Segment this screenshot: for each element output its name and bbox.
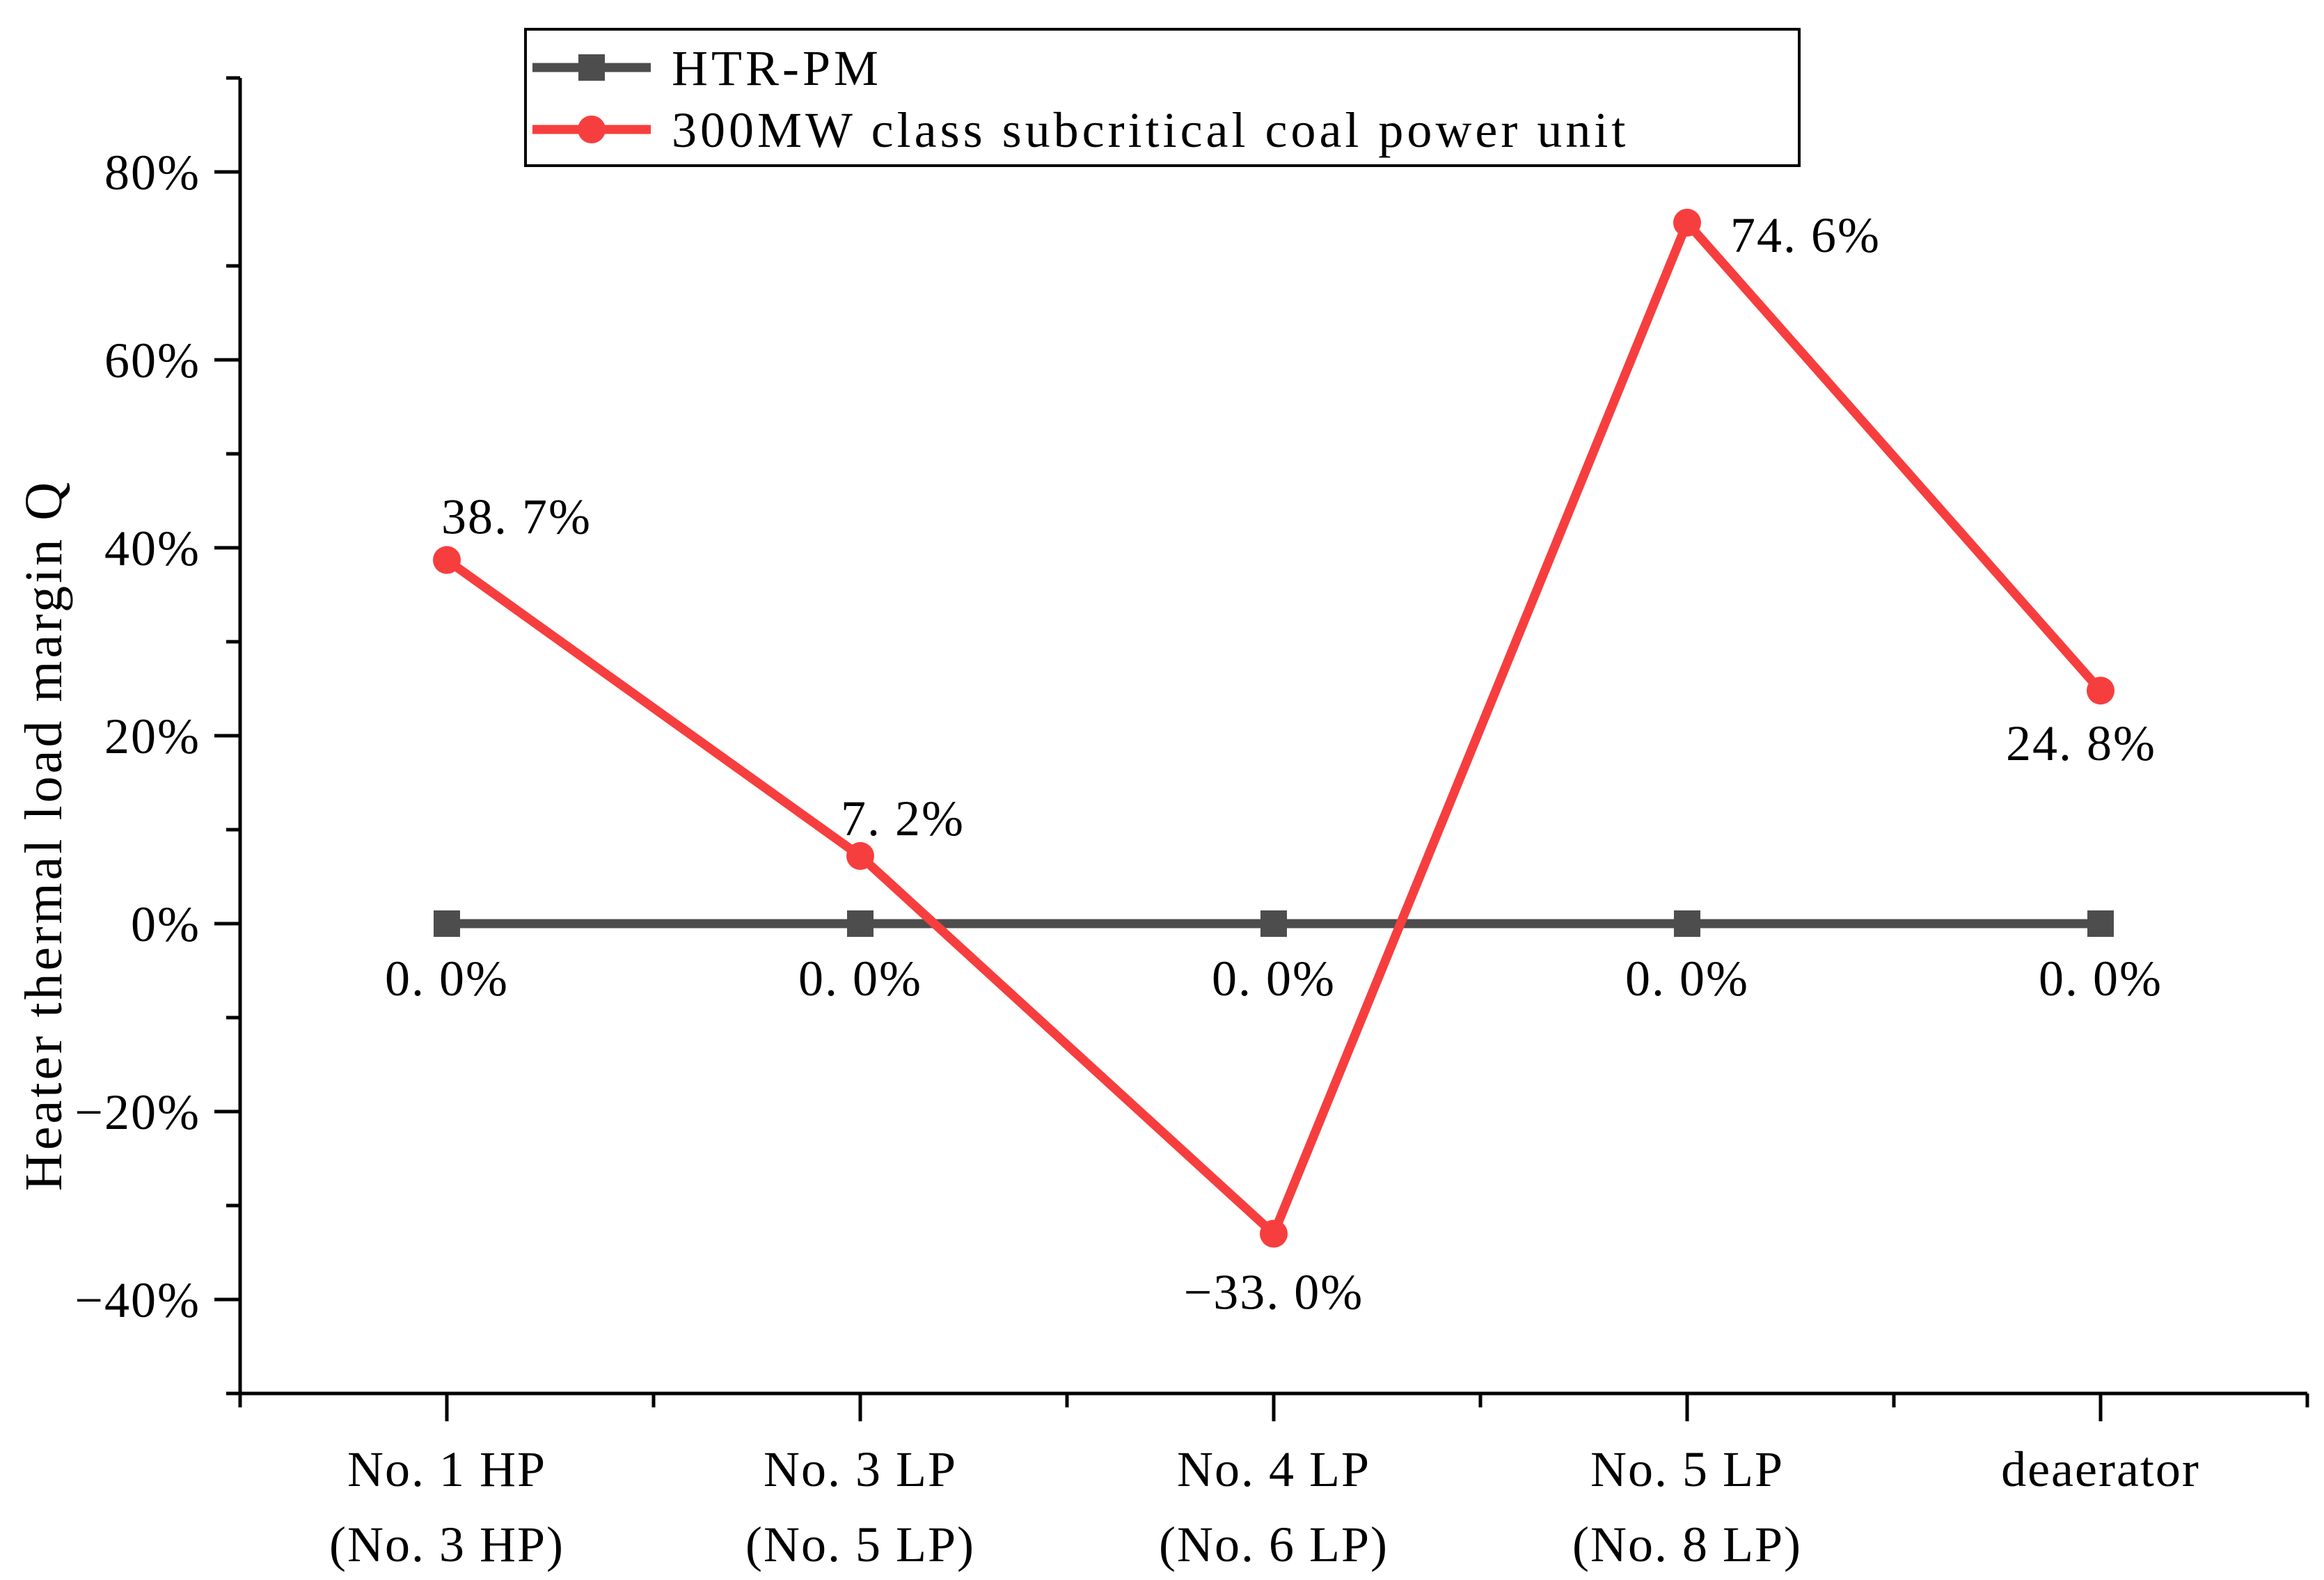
legend-entry-htr-pm: HTR-PM bbox=[532, 40, 882, 96]
data-point-label: 0. 0% bbox=[1625, 951, 1749, 1006]
circle-data-marker bbox=[2087, 677, 2114, 705]
x-category-labels: No. 1 HP (No. 3 HP) No. 3 LP (No. 5 LP) No. … bbox=[329, 1441, 2200, 1572]
x-category-label: No. 5 LP (No. 8 LP) bbox=[1572, 1441, 1802, 1572]
data-point-label: 0. 0% bbox=[385, 951, 509, 1006]
data-point-label: 7. 2% bbox=[841, 791, 965, 846]
y-tick-label: −20% bbox=[74, 1084, 200, 1140]
square-data-marker bbox=[2087, 910, 2114, 937]
legend-box bbox=[524, 28, 1801, 167]
series-line-coal-unit bbox=[444, 218, 2104, 1238]
axis-ticks bbox=[214, 76, 2309, 1421]
x-category-label: No. 4 LP (No. 6 LP) bbox=[1159, 1441, 1389, 1572]
data-point-label: 38. 7% bbox=[441, 489, 592, 545]
y-tick-label: 80% bbox=[104, 145, 200, 200]
legend-circle-marker-icon bbox=[578, 116, 606, 143]
data-point-labels: 0. 0% 0. 0% 0. 0% 0. 0% 0. 0% 38. 7% 7. 2% −33.… bbox=[385, 207, 2163, 1320]
square-data-marker bbox=[1674, 910, 1700, 937]
y-tick-label: 60% bbox=[104, 333, 200, 388]
square-data-marker bbox=[847, 910, 874, 937]
series-area bbox=[433, 208, 2114, 1248]
data-point-label: −33. 0% bbox=[1184, 1265, 1364, 1320]
legend: HTR-PM 300MW class subcritical coal powe… bbox=[524, 28, 1801, 167]
y-tick-label: 20% bbox=[104, 709, 200, 764]
circle-data-marker bbox=[1260, 1219, 1288, 1248]
y-axis-title: Heater thermal load margin Q bbox=[15, 480, 73, 1191]
y-tick-label: −40% bbox=[74, 1272, 200, 1328]
x-category-label: No. 3 LP (No. 5 LP) bbox=[745, 1441, 975, 1572]
y-tick-label: 40% bbox=[104, 521, 200, 576]
data-point-label: 74. 6% bbox=[1730, 207, 1881, 263]
y-tick-label: 0% bbox=[131, 896, 200, 952]
legend-label-coal-unit: 300MW class subcritical coal power unit bbox=[672, 102, 1629, 158]
data-point-label: 0. 0% bbox=[1212, 951, 1336, 1006]
circle-data-marker bbox=[433, 546, 461, 574]
data-point-label: 0. 0% bbox=[2039, 951, 2163, 1006]
y-tick-labels: 80% 60% 40% 20% 0% −20% −40% bbox=[74, 145, 200, 1328]
circle-data-marker bbox=[846, 842, 874, 870]
x-category-label: deaerator bbox=[2001, 1441, 2200, 1497]
legend-entry-coal-unit: 300MW class subcritical coal power unit bbox=[532, 102, 1629, 158]
circle-data-marker bbox=[1673, 208, 1701, 237]
square-data-marker bbox=[434, 910, 460, 937]
legend-square-marker-icon bbox=[578, 54, 605, 81]
data-point-label: 0. 0% bbox=[798, 951, 922, 1006]
square-data-marker bbox=[1260, 910, 1287, 937]
legend-label-htr-pm: HTR-PM bbox=[672, 40, 882, 96]
data-point-label: 24. 8% bbox=[2006, 716, 2156, 771]
x-category-label: No. 1 HP (No. 3 HP) bbox=[329, 1441, 564, 1572]
